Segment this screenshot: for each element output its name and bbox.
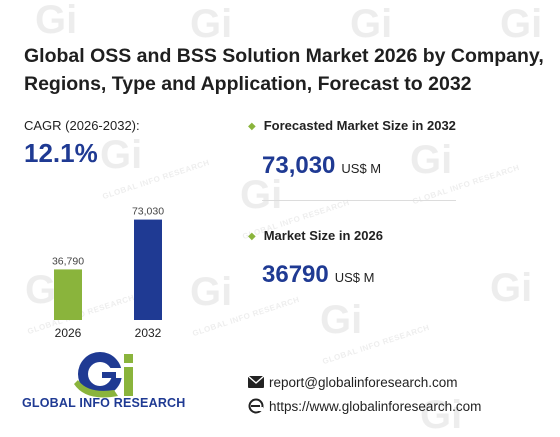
market-value-row: 36790 US$ M bbox=[262, 261, 374, 289]
forecast-unit: US$ M bbox=[341, 161, 382, 176]
watermark: Gi bbox=[500, 2, 543, 46]
email-link[interactable]: report@globalinforesearch.com bbox=[269, 374, 458, 390]
logo-mark-icon bbox=[74, 352, 133, 398]
bar-category-label: 2032 bbox=[135, 326, 162, 340]
watermark: Gi bbox=[490, 266, 533, 310]
brand-name: GLOBAL INFO RESEARCH bbox=[22, 396, 186, 410]
market-size-bar-chart: 36,790 2026 73,030 2032 bbox=[36, 200, 206, 350]
bar-value-label: 36,790 bbox=[52, 255, 84, 267]
browser-e-icon bbox=[248, 398, 264, 414]
cagr-label: CAGR (2026-2032): bbox=[24, 118, 140, 133]
contact-email[interactable]: report@globalinforesearch.com bbox=[248, 374, 458, 390]
bar-2026 bbox=[54, 269, 82, 320]
forecast-value-row: 73,030 US$ M bbox=[262, 152, 381, 180]
forecast-label-row: ◆ Forecasted Market Size in 2032 bbox=[248, 118, 456, 133]
envelope-icon bbox=[248, 374, 264, 390]
bar-value-label: 73,030 bbox=[132, 206, 164, 218]
bar-2032 bbox=[134, 219, 162, 320]
bar-chart-svg: 36,790 2026 73,030 2032 bbox=[52, 206, 164, 340]
divider bbox=[262, 200, 456, 201]
company-logo bbox=[22, 350, 192, 412]
market-value: 36790 bbox=[262, 261, 329, 288]
bar-category-label: 2026 bbox=[55, 326, 82, 340]
watermark: Gi bbox=[350, 2, 393, 46]
watermark: Gi bbox=[190, 2, 233, 46]
cagr-value: 12.1% bbox=[24, 138, 98, 168]
contact-website[interactable]: https://www.globalinforesearch.com bbox=[248, 398, 481, 414]
watermark: Gi bbox=[35, 0, 78, 42]
report-title: Global OSS and BSS Solution Market 2026 … bbox=[24, 45, 544, 95]
website-link[interactable]: https://www.globalinforesearch.com bbox=[269, 398, 482, 414]
forecast-value: 73,030 bbox=[262, 152, 336, 179]
market-label: Market Size in 2026 bbox=[263, 228, 383, 243]
market-unit: US$ M bbox=[334, 270, 375, 285]
market-label-row: ◆ Market Size in 2026 bbox=[248, 228, 383, 243]
forecast-label: Forecasted Market Size in 2032 bbox=[263, 118, 456, 133]
bullet-diamond-icon: ◆ bbox=[248, 121, 256, 132]
bullet-diamond-icon: ◆ bbox=[248, 231, 256, 242]
